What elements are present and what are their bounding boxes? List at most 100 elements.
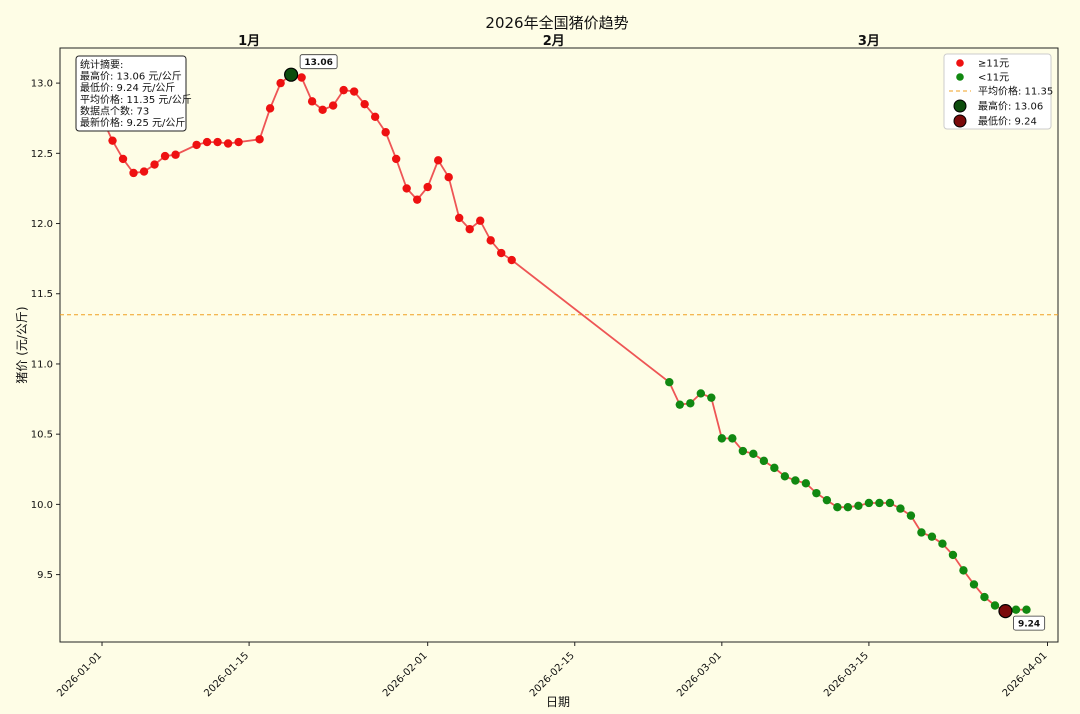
price-point-high <box>486 236 495 245</box>
price-point-high <box>360 99 369 109</box>
legend-entry: ≥11元 <box>978 59 1009 70</box>
price-point-high <box>160 151 170 161</box>
price-point-low <box>1011 605 1021 614</box>
price-point-high <box>213 137 222 147</box>
legend-marker-high <box>956 59 964 67</box>
price-point-low <box>885 498 895 508</box>
month-label: 3月 <box>858 34 880 49</box>
price-point-low <box>791 476 800 485</box>
price-point-high <box>412 195 422 204</box>
x-axis-label: 日期 <box>546 695 570 709</box>
x-tick-label: 2026-02-15 <box>528 650 577 699</box>
price-point-high <box>339 85 348 95</box>
price-point-low <box>738 446 748 456</box>
y-tick-label: 11.0 <box>31 359 53 370</box>
stats-line: 最新价格: 9.25 元/公斤 <box>80 116 185 129</box>
x-tick-label: 2026-03-01 <box>675 650 724 699</box>
price-point-high <box>139 167 149 176</box>
legend-entry: 最高价: 13.06 <box>978 100 1043 113</box>
stats-line: 平均价格: 11.35 元/公斤 <box>80 93 192 106</box>
price-point-high <box>455 213 464 223</box>
price-point-low <box>801 479 811 488</box>
price-point-low <box>780 472 790 481</box>
min-price-marker <box>998 604 1013 619</box>
price-point-low <box>812 488 821 498</box>
plot-area <box>59 47 1059 643</box>
price-point-high <box>370 112 380 122</box>
price-point-low <box>686 399 695 408</box>
y-tick-label: 13.0 <box>31 79 53 90</box>
price-point-low <box>759 456 769 466</box>
max-price-marker <box>284 67 299 82</box>
price-point-high <box>507 255 516 265</box>
price-point-low <box>749 449 758 459</box>
max-price-annotation: 13.06 <box>304 58 332 68</box>
price-point-low <box>959 566 968 575</box>
price-point-low <box>969 580 979 589</box>
price-point-low <box>948 550 958 560</box>
price-point-high <box>476 216 485 225</box>
price-point-low <box>728 434 737 443</box>
price-point-high <box>381 128 390 137</box>
y-tick-label: 12.5 <box>31 149 53 160</box>
price-point-low <box>864 498 874 508</box>
price-point-low <box>896 504 905 513</box>
price-point-high <box>307 97 317 106</box>
legend-marker-min <box>953 114 967 128</box>
y-tick-label: 10.0 <box>31 500 53 511</box>
x-tick-label: 2026-01-01 <box>55 650 104 699</box>
price-point-low <box>875 498 884 508</box>
price-point-low <box>927 532 937 541</box>
legend-marker-max <box>953 99 967 113</box>
min-price-annotation-box <box>1013 615 1046 631</box>
price-point-high <box>318 105 327 114</box>
price-trend-line <box>101 73 1027 613</box>
price-point-high <box>276 78 285 88</box>
month-label: 1月 <box>238 34 260 49</box>
price-point-high <box>297 73 306 82</box>
price-point-high <box>150 160 159 169</box>
stats-line: 最高价: 13.06 元/公斤 <box>80 70 182 83</box>
price-point-low <box>917 528 926 537</box>
price-point-high <box>465 224 474 234</box>
price-point-high <box>328 101 338 110</box>
price-point-high <box>391 154 401 164</box>
stats-line: 统计摘要: <box>80 58 123 71</box>
price-point-high <box>234 137 243 147</box>
legend-entry: 平均价格: 11.35 <box>978 85 1053 98</box>
price-point-low <box>665 378 674 387</box>
price-point-high <box>423 182 432 192</box>
price-point-high <box>118 154 128 164</box>
price-point-low <box>707 393 716 402</box>
price-point-high <box>192 140 201 150</box>
price-point-high <box>444 172 453 182</box>
price-point-low <box>990 601 1000 610</box>
x-tick-label: 2026-04-01 <box>1001 650 1050 699</box>
price-point-low <box>854 501 863 510</box>
month-label: 2月 <box>543 34 565 49</box>
stats-line: 数据点个数: 73 <box>80 104 149 117</box>
x-tick-label: 2026-01-15 <box>202 650 251 699</box>
legend-entry: <11元 <box>978 73 1009 84</box>
price-point-low <box>906 511 916 520</box>
y-tick-label: 10.5 <box>31 430 53 441</box>
price-point-low <box>980 592 989 602</box>
price-point-low <box>1022 605 1031 614</box>
price-point-low <box>938 539 947 548</box>
legend-marker-low <box>956 73 964 81</box>
price-point-low <box>833 502 842 512</box>
stats-line: 最低价: 9.24 元/公斤 <box>80 81 175 94</box>
price-point-high <box>497 248 506 258</box>
price-point-high <box>402 184 411 193</box>
y-tick-label: 11.5 <box>31 289 53 300</box>
price-point-low <box>843 502 853 512</box>
price-point-low <box>822 495 832 505</box>
price-point-high <box>433 156 443 165</box>
price-point-high <box>349 87 359 96</box>
price-point-low <box>770 463 779 473</box>
min-price-annotation: 9.24 <box>1018 620 1040 630</box>
legend-box <box>943 53 1052 130</box>
price-point-high <box>202 137 212 147</box>
y-tick-label: 12.0 <box>31 219 53 230</box>
